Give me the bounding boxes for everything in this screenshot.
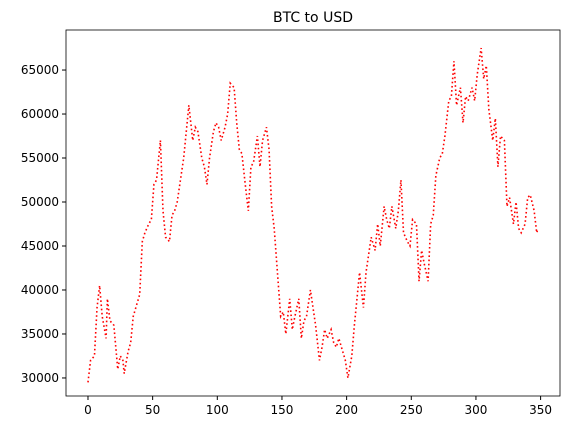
- x-tick-label: 350: [529, 403, 552, 417]
- x-tick-label: 200: [335, 403, 358, 417]
- y-tick-label: 55000: [21, 151, 59, 165]
- x-tick-label: 300: [464, 403, 487, 417]
- x-tick-label: 0: [84, 403, 92, 417]
- y-tick-label: 30000: [21, 371, 59, 385]
- chart-title: BTC to USD: [273, 10, 353, 26]
- y-tick-label: 35000: [21, 327, 59, 341]
- x-tick-label: 50: [145, 403, 160, 417]
- y-tick-label: 50000: [21, 195, 59, 209]
- data-line: [87, 47, 539, 383]
- y-tick-label: 65000: [21, 63, 59, 77]
- y-tick-label: 45000: [21, 239, 59, 253]
- x-tick-label: 100: [206, 403, 229, 417]
- plot-frame: [65, 29, 561, 397]
- x-tick-label: 150: [271, 403, 294, 417]
- x-tick-label: 250: [400, 403, 423, 417]
- y-tick-label: 60000: [21, 107, 59, 121]
- y-tick-label: 40000: [21, 283, 59, 297]
